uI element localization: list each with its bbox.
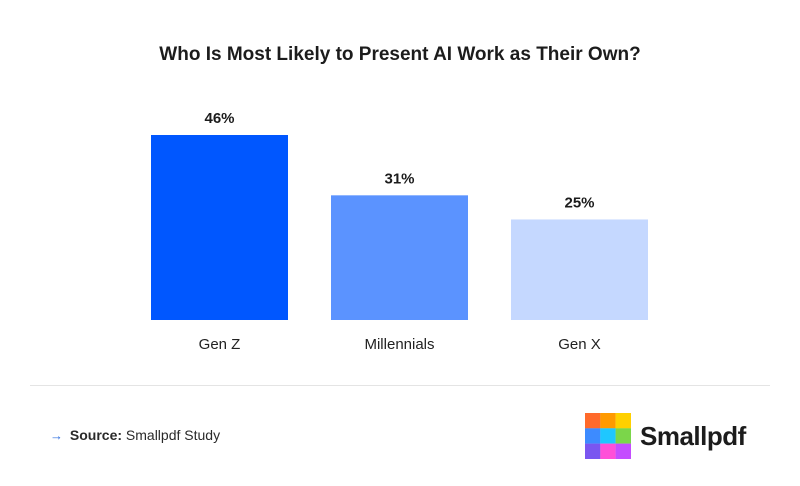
logo-tile [600,413,616,429]
bar-chart: 46% Gen Z 31% Millennials 25% Gen X [151,110,648,353]
logo-tile [585,428,601,444]
logo-tile [615,443,631,459]
logo-tile [615,413,631,429]
brand-logo: Smallpdf [585,413,746,459]
value-label: 46% [204,110,234,127]
logo-tile [585,443,601,459]
value-label: 31% [384,170,414,187]
chart-title: Who Is Most Likely to Present AI Work as… [159,44,641,65]
category-label: Millennials [364,336,434,353]
source-text: Smallpdf Study [125,427,221,443]
logo-tile [585,413,601,429]
bar-gen-z [151,135,288,320]
category-label: Gen Z [199,336,241,353]
category-label: Gen X [558,336,601,353]
brand-name: Smallpdf [640,420,746,451]
smallpdf-logo-icon [585,413,631,459]
logo-tile [615,428,631,444]
logo-tile [600,443,616,459]
source-label: Source: [69,427,123,443]
arrow-right-icon: → [50,428,63,443]
bar-gen-x [511,219,648,320]
logo-tile [600,428,616,444]
source-note: → Source: Smallpdf Study [50,427,220,443]
value-label: 25% [564,194,594,211]
bar-millennials [331,195,468,320]
divider [30,385,770,386]
